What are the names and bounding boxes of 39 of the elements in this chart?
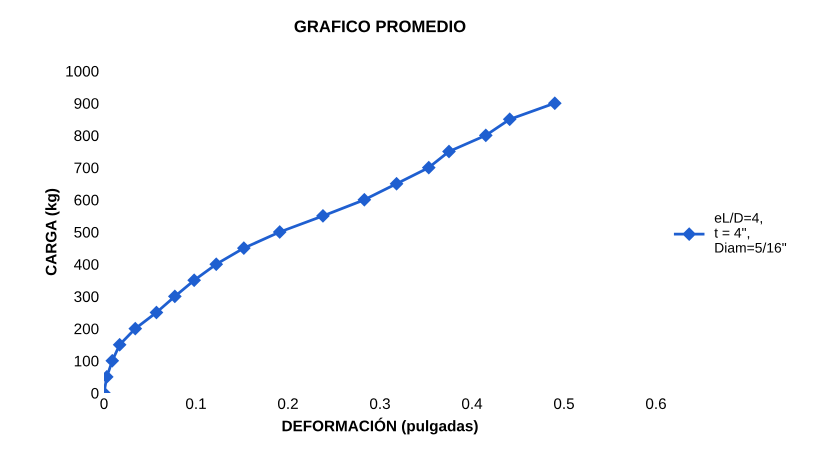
y-tick-label: 0 bbox=[91, 388, 99, 399]
x-tick-label: 0.2 bbox=[278, 398, 298, 410]
x-axis-title: DEFORMACIÓN (pulgadas) bbox=[282, 418, 478, 434]
y-tick-label: 800 bbox=[74, 130, 99, 142]
y-tick-label: 900 bbox=[74, 98, 99, 109]
point bbox=[479, 128, 492, 142]
x-tick-label: 0.3 bbox=[370, 398, 390, 410]
point bbox=[503, 112, 516, 126]
x-tick-label: 0.1 bbox=[186, 398, 206, 410]
point bbox=[188, 274, 201, 287]
x-tick-label: 0.5 bbox=[554, 398, 574, 410]
point bbox=[106, 354, 119, 368]
point bbox=[316, 209, 330, 222]
point bbox=[422, 161, 436, 174]
legend-label: eL/D=4, t = 4", Diam=5/16" bbox=[714, 212, 786, 253]
y-axis-title: CARGA (kg) bbox=[45, 188, 60, 276]
point bbox=[390, 177, 404, 190]
x-tick-label: 0.4 bbox=[462, 398, 482, 410]
y-tick-label: 300 bbox=[74, 291, 99, 302]
point bbox=[128, 322, 142, 336]
point bbox=[237, 242, 250, 255]
x-tick-label: 0.6 bbox=[646, 398, 666, 410]
point bbox=[113, 338, 126, 352]
chart-title: GRAFICO PROMEDIO bbox=[294, 20, 466, 32]
y-tick-label: 1000 bbox=[66, 66, 99, 77]
x-tick-label: 0 bbox=[100, 398, 108, 410]
point bbox=[168, 290, 182, 303]
point bbox=[358, 193, 371, 206]
point bbox=[273, 225, 286, 239]
y-tick-label: 100 bbox=[74, 356, 99, 366]
point bbox=[210, 258, 223, 271]
y-tick-label: 200 bbox=[74, 323, 99, 334]
point bbox=[442, 144, 456, 158]
point bbox=[150, 306, 164, 320]
y-tick-label: 500 bbox=[74, 226, 99, 238]
y-tick-label: 600 bbox=[74, 194, 99, 206]
point bbox=[548, 96, 562, 110]
y-tick-label: 400 bbox=[74, 259, 99, 270]
y-tick-label: 700 bbox=[74, 162, 99, 174]
